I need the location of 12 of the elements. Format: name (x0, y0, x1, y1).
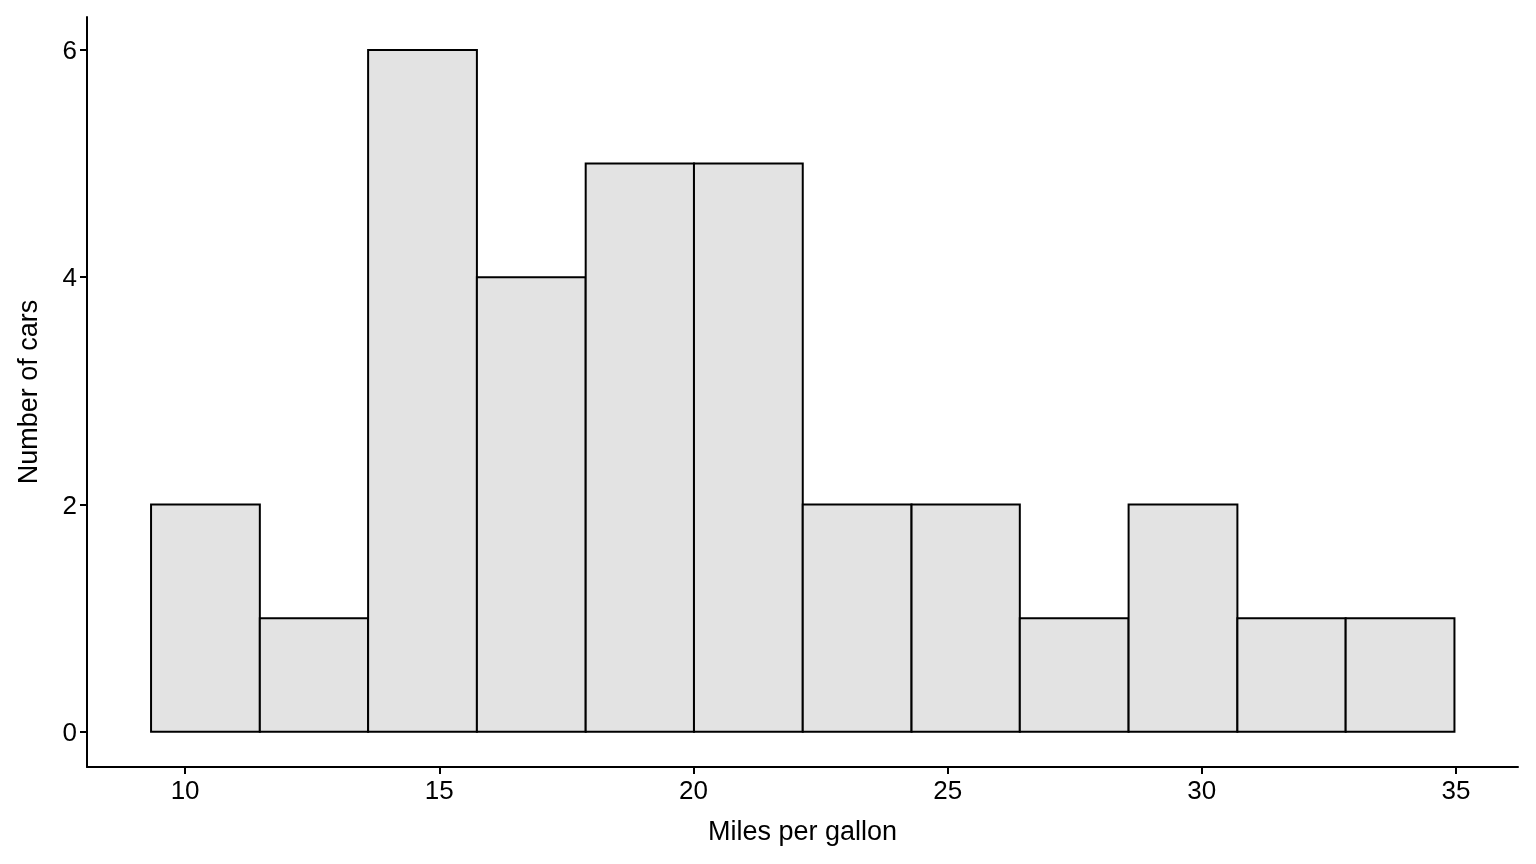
y-tick-label: 6 (62, 34, 77, 65)
x-tick-label: 35 (1441, 775, 1471, 805)
x-tick-label: 20 (679, 775, 708, 805)
y-tick-label: 2 (62, 489, 77, 520)
y-tick-label: 4 (62, 262, 77, 293)
y-tick-label: 0 (62, 716, 77, 747)
x-tick-label: 15 (424, 775, 454, 805)
x-tick-label: 25 (933, 775, 963, 805)
y-axis-title: Number of cars (12, 299, 43, 485)
x-tick-label: 10 (170, 775, 200, 805)
x-tick-label: 30 (1187, 775, 1217, 805)
x-axis-title: Miles per gallon (707, 815, 898, 846)
